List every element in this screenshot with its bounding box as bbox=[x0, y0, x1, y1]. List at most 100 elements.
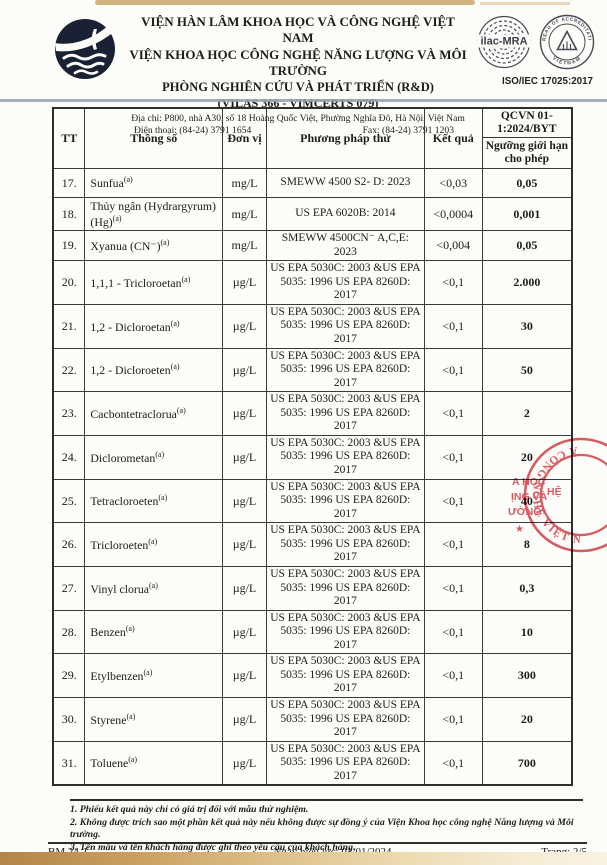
accreditation-seals: ilac-MRA BUREAU OF ACCREDITATION VIETNAM bbox=[465, 12, 597, 87]
org-name-line1: VIỆN HÀN LÂM KHOA HỌC VÀ CÔNG NGHỆ VIỆT … bbox=[141, 14, 455, 46]
footnote-3: 3. Tên mẫu và tên khách hàng được ghi th… bbox=[70, 842, 356, 854]
row-number: 19. bbox=[52, 229, 86, 262]
row-number: 24. bbox=[52, 434, 86, 480]
header-limit: QCVN 01-1:2024/BYT Ngưỡng giới hạn cho p… bbox=[481, 107, 573, 169]
test-method: US EPA 5030C: 2003 &US EPA 5035: 1996 US… bbox=[265, 565, 425, 611]
limit-value: 20 bbox=[481, 697, 573, 742]
limit-value: 40 bbox=[481, 478, 573, 524]
limit-value: 700 bbox=[481, 740, 573, 786]
limit-value: 0,001 bbox=[481, 197, 573, 231]
limit-value: 8 bbox=[481, 522, 573, 567]
parameter-name: Toluene(a) bbox=[84, 740, 224, 786]
row-number: 30. bbox=[52, 697, 86, 742]
row-number: 25. bbox=[52, 478, 86, 524]
row-number: 17. bbox=[52, 168, 86, 198]
parameter-name: Benzen(a) bbox=[84, 609, 224, 655]
limit-value: 10 bbox=[481, 609, 573, 655]
test-method: US EPA 5030C: 2003 &US EPA 5035: 1996 US… bbox=[265, 609, 425, 655]
row-number: 26. bbox=[52, 522, 86, 567]
footnote-2: 2. Không được trích sao một phần kết quả… bbox=[70, 816, 574, 841]
unit-value: µg/L bbox=[222, 609, 267, 655]
results-table: TT Thông số Đơn vị Phương pháp thử Kết q… bbox=[52, 107, 573, 787]
table-row: 22. 1,2 - Dicloroeten(a) µg/L US EPA 503… bbox=[52, 347, 573, 393]
result-value: <0,1 bbox=[423, 653, 483, 698]
table-row: 26. Tricloroeten(a) µg/L US EPA 5030C: 2… bbox=[52, 522, 573, 567]
table-row: 28. Benzen(a) µg/L US EPA 5030C: 2003 &U… bbox=[52, 609, 573, 655]
parameter-name: Thủy ngân (Hydrargyrum) (Hg)(a) bbox=[84, 197, 224, 231]
org-name-line2: VIỆN KHOA HỌC CÔNG NGHỆ NĂNG LƯỢNG VÀ MÔ… bbox=[129, 46, 467, 78]
test-method: US EPA 5030C: 2003 &US EPA 5035: 1996 US… bbox=[265, 434, 425, 480]
table-row: 31. Toluene(a) µg/L US EPA 5030C: 2003 &… bbox=[52, 740, 573, 786]
unit-value: mg/L bbox=[222, 168, 267, 198]
unit-value: µg/L bbox=[222, 347, 267, 393]
limit-value: 0,3 bbox=[481, 565, 573, 611]
scan-edge-bottom bbox=[0, 852, 607, 865]
result-value: <0,1 bbox=[423, 434, 483, 480]
header-qcvn-standard: QCVN 01-1:2024/BYT bbox=[482, 109, 571, 138]
row-number: 31. bbox=[52, 740, 86, 786]
test-method: US EPA 5030C: 2003 &US EPA 5035: 1996 US… bbox=[265, 697, 425, 742]
row-number: 20. bbox=[52, 260, 86, 305]
footnotes: 1. Phiếu kết quả này chỉ có giá trị đối … bbox=[70, 799, 583, 855]
parameter-name: Diclorometan(a) bbox=[84, 434, 224, 480]
boa-bottom-text: VIETNAM bbox=[551, 55, 581, 66]
scan-edge-top bbox=[95, 0, 475, 5]
result-value: <0,1 bbox=[423, 522, 483, 567]
unit-value: µg/L bbox=[222, 740, 267, 786]
row-number: 22. bbox=[52, 347, 86, 393]
row-number: 28. bbox=[52, 609, 86, 655]
result-value: <0,1 bbox=[423, 565, 483, 611]
row-number: 21. bbox=[52, 303, 86, 349]
result-value: <0,1 bbox=[423, 478, 483, 524]
parameter-name: Cacbontetraclorua(a) bbox=[84, 391, 224, 436]
table-row: 23. Cacbontetraclorua(a) µg/L US EPA 503… bbox=[52, 391, 573, 436]
test-method: SMEWW 4500 S2- D: 2023 bbox=[265, 168, 425, 198]
unit-value: mg/L bbox=[222, 197, 267, 231]
result-value: <0,1 bbox=[423, 609, 483, 655]
test-method: US EPA 5030C: 2003 &US EPA 5035: 1996 US… bbox=[265, 391, 425, 436]
result-value: <0,03 bbox=[423, 168, 483, 198]
footnote-1: 1. Phiếu kết quả này chỉ có giá trị đối … bbox=[70, 804, 309, 815]
unit-value: µg/L bbox=[222, 434, 267, 480]
row-number: 18. bbox=[52, 197, 86, 231]
svg-text:VIETNAM: VIETNAM bbox=[551, 55, 583, 66]
table-row: 21. 1,2 - Dicloroetan(a) µg/L US EPA 503… bbox=[52, 303, 573, 349]
unit-value: µg/L bbox=[222, 565, 267, 611]
test-method: US EPA 5030C: 2003 &US EPA 5035: 1996 US… bbox=[265, 653, 425, 698]
parameter-name: Xyanua (CN⁻)(a) bbox=[84, 229, 224, 262]
unit-value: µg/L bbox=[222, 391, 267, 436]
row-number: 27. bbox=[52, 565, 86, 611]
limit-value: 2.000 bbox=[481, 260, 573, 305]
parameter-name: Tetracloroeten(a) bbox=[84, 478, 224, 524]
parameter-name: Etylbenzen(a) bbox=[84, 653, 224, 698]
institute-logo-icon bbox=[55, 19, 115, 79]
unit-value: µg/L bbox=[222, 303, 267, 349]
limit-value: 0,05 bbox=[481, 229, 573, 262]
table-row: 29. Etylbenzen(a) µg/L US EPA 5030C: 200… bbox=[52, 653, 573, 698]
boa-vietnam-seal-icon: BUREAU OF ACCREDITATION VIETNAM bbox=[537, 12, 595, 70]
limit-value: 30 bbox=[481, 303, 573, 349]
unit-value: µg/L bbox=[222, 653, 267, 698]
letterhead: VIỆN HÀN LÂM KHOA HỌC VÀ CÔNG NGHỆ VIỆT … bbox=[0, 10, 607, 136]
limit-value: 0,05 bbox=[481, 168, 573, 198]
header-method: Phương pháp thử bbox=[265, 107, 425, 169]
results-table-body: 17. Sunfua(a) mg/L SMEWW 4500 S2- D: 202… bbox=[52, 168, 573, 786]
parameter-name: Tricloroeten(a) bbox=[84, 522, 224, 567]
header-parameter: Thông số bbox=[84, 107, 224, 169]
header-result: Kết quả bbox=[423, 107, 483, 169]
department-name: PHÒNG NGHIÊN CỨU VÀ PHÁT TRIỂN (R&D) bbox=[162, 80, 434, 94]
result-value: <0,004 bbox=[423, 229, 483, 262]
parameter-name: Sunfua(a) bbox=[84, 168, 224, 198]
result-value: <0,1 bbox=[423, 740, 483, 786]
header-tt: TT bbox=[52, 107, 86, 169]
table-row: 20. 1,1,1 - Tricloroetan(a) µg/L US EPA … bbox=[52, 260, 573, 305]
iso-standard-label: ISO/IEC 17025:2017 bbox=[502, 76, 593, 87]
limit-value: 50 bbox=[481, 347, 573, 393]
unit-value: µg/L bbox=[222, 478, 267, 524]
parameter-name: 1,2 - Dicloroeten(a) bbox=[84, 347, 224, 393]
unit-value: µg/L bbox=[222, 522, 267, 567]
test-method: US EPA 5030C: 2003 &US EPA 5035: 1996 US… bbox=[265, 522, 425, 567]
ilac-mra-seal-icon: ilac-MRA bbox=[477, 15, 531, 69]
test-method: US EPA 6020B: 2014 bbox=[265, 197, 425, 231]
scan-edge-top-right bbox=[480, 2, 570, 5]
